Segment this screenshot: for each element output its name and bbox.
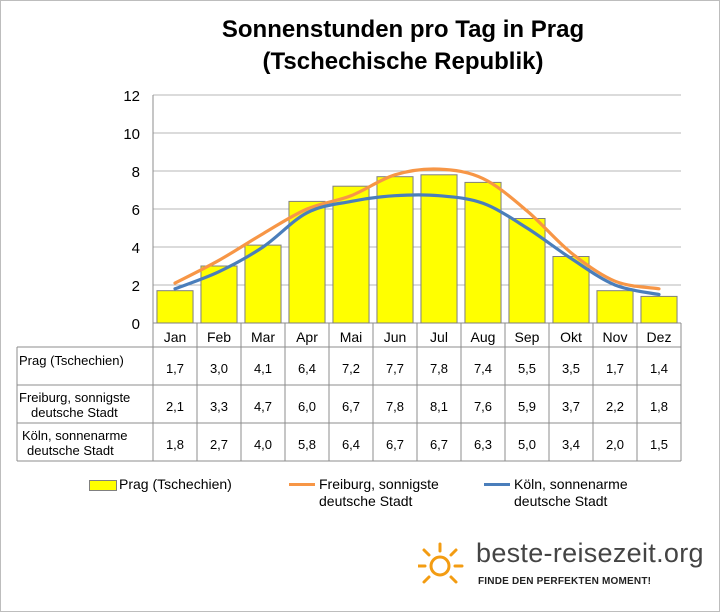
table-cell: 7,4 [473, 361, 493, 376]
y-tick-label: 4 [132, 240, 140, 257]
x-tick-label: Mar [251, 329, 275, 345]
bar-jun [376, 176, 414, 324]
table-cell: 1,4 [649, 361, 669, 376]
table-cell: 6,4 [297, 361, 317, 376]
brand-name: beste-reisezeit.org [476, 538, 704, 568]
x-tick-label: Aug [471, 329, 496, 345]
table-cell: 6,7 [429, 437, 449, 452]
table-row-label-freiburg: Freiburg, sonnigste deutsche Stadt [19, 390, 130, 420]
table-row-label-freiburg-line-1: Freiburg, sonnigste [19, 390, 131, 405]
bar-nov [596, 290, 634, 324]
table-cell: 2,1 [165, 399, 185, 414]
table-row-label-koeln-line-1: Köln, sonnenarme [22, 428, 128, 443]
legend-swatch-freiburg [289, 483, 315, 486]
legend-swatch-prag [89, 480, 117, 491]
table-cell: 6,7 [341, 399, 361, 414]
table-cell: 2,2 [605, 399, 625, 414]
y-tick-label: 0 [132, 316, 140, 333]
legend-label-prag: Prag (Tschechien) [119, 476, 232, 492]
table-cell: 4,7 [253, 399, 273, 414]
table-cell: 7,7 [385, 361, 405, 376]
bar-sep [508, 218, 546, 324]
table-cell: 5,0 [517, 437, 537, 452]
table-cell: 3,7 [561, 399, 581, 414]
x-tick-label: Jan [164, 329, 187, 345]
series-line-koeln [173, 193, 661, 297]
x-tick-label: Dez [647, 329, 672, 345]
brand-logo: beste-reisezeit.org FINDE DEN PERFEKTEN … [418, 538, 708, 598]
table-cell: 3,4 [561, 437, 581, 452]
table-row-label-prag: Prag (Tschechien) [19, 353, 124, 368]
chart-title-line-1: Sonnenstunden pro Tag in Prag [221, 16, 585, 43]
table-cell: 6,4 [341, 437, 361, 452]
table-cell: 2,7 [209, 437, 229, 452]
y-tick-label: 8 [132, 164, 140, 181]
table-cell: 1,7 [605, 361, 625, 376]
x-tick-label: Feb [207, 329, 231, 345]
table-row-label-koeln-line-2: deutsche Stadt [27, 443, 114, 458]
legend-label-freiburg-line-2: deutsche Stadt [319, 493, 413, 509]
table-cell: 6,7 [385, 437, 405, 452]
bar-aug [464, 181, 502, 324]
brand-tagline: FINDE DEN PERFEKTEN MOMENT! [478, 576, 652, 587]
table-cell: 1,7 [165, 361, 185, 376]
legend-label-koeln: Köln, sonnenarme deutsche Stadt [514, 476, 628, 510]
x-tick-label: Apr [296, 329, 318, 345]
table-cell: 1,8 [649, 399, 669, 414]
table-cell: 6,0 [297, 399, 317, 414]
legend: Prag (Tschechien) Freiburg, sonnigste de… [0, 476, 720, 516]
bar-mai [332, 185, 370, 324]
table-cell: 4,0 [253, 437, 273, 452]
bar-mar [244, 244, 282, 324]
table-cell: 7,6 [473, 399, 493, 414]
table-cell: 4,1 [253, 361, 273, 376]
table-cell: 7,2 [341, 361, 361, 376]
bar-jul [420, 174, 458, 324]
x-tick-label: Jul [430, 329, 448, 345]
x-tick-label: Nov [603, 329, 628, 345]
table-cell: 1,8 [165, 437, 185, 452]
series-line-freiburg [173, 167, 661, 291]
bar-dez [640, 295, 678, 324]
table-cell: 7,8 [429, 361, 449, 376]
table-row-label-koeln: Köln, sonnenarme deutsche Stadt [22, 428, 128, 458]
bar-feb [200, 265, 238, 324]
y-tick-label: 6 [132, 202, 140, 219]
sun-icon [418, 542, 464, 584]
x-tick-label: Sep [515, 329, 540, 345]
y-tick-label: 10 [123, 126, 140, 143]
table-cell: 5,8 [297, 437, 317, 452]
x-tick-label: Mai [340, 329, 363, 345]
y-tick-label: 2 [132, 278, 140, 295]
y-tick-label: 12 [123, 88, 140, 105]
x-tick-label: Okt [560, 329, 582, 345]
table-cell: 5,5 [517, 361, 537, 376]
bar-jan [156, 290, 194, 324]
table-cell: 1,5 [649, 437, 669, 452]
table-cell: 8,1 [429, 399, 449, 414]
table-cell: 3,5 [561, 361, 581, 376]
chart-title-line-2: (Tschechische Republik) [262, 48, 544, 75]
chart-title: Sonnenstunden pro Tag in Prag (Tschechis… [0, 14, 720, 78]
legend-label-freiburg: Freiburg, sonnigste deutsche Stadt [319, 476, 439, 510]
legend-label-koeln-line-1: Köln, sonnenarme [514, 476, 628, 492]
legend-swatch-koeln [484, 483, 510, 486]
table-cell: 3,0 [209, 361, 229, 376]
legend-label-koeln-line-2: deutsche Stadt [514, 493, 608, 509]
legend-label-freiburg-line-1: Freiburg, sonnigste [319, 476, 439, 492]
table-cell: 3,3 [209, 399, 229, 414]
chart-plot: 0 2 4 6 8 10 12 Jan Feb Mar Apr Mai Jun Jul Aug Sep Okt N… [16, 88, 682, 462]
x-tick-label: Jun [384, 329, 407, 345]
table-cell: 2,0 [605, 437, 625, 452]
table-row-label-freiburg-line-2: deutsche Stadt [31, 405, 118, 420]
table-cell: 5,9 [517, 399, 537, 414]
table-cell: 7,8 [385, 399, 405, 414]
table-cell: 6,3 [473, 437, 493, 452]
